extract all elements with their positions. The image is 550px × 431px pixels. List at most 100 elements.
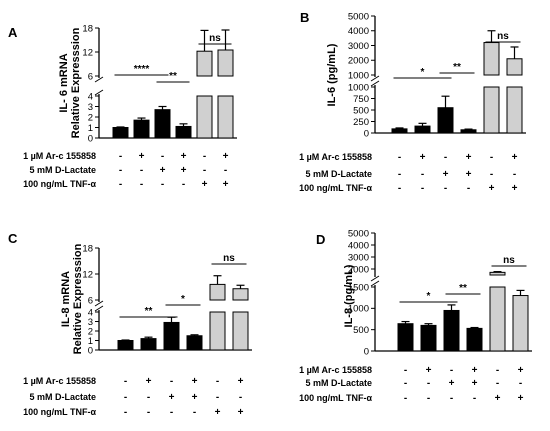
y-tick-label: 1 xyxy=(88,123,93,134)
y-tick-label: 4000 xyxy=(348,26,369,37)
y-tick-label: 6 xyxy=(88,295,93,306)
condition-sign: + xyxy=(512,152,518,163)
condition-label: 100 ng/mL TNF-α xyxy=(299,183,372,193)
panel-letter: B xyxy=(300,10,309,25)
bar-upper-segment xyxy=(232,288,249,301)
bar xyxy=(140,338,157,351)
y-tick-label: 0 xyxy=(88,133,93,144)
condition-sign: - xyxy=(444,152,447,163)
significance-label: ** xyxy=(169,71,177,82)
bar xyxy=(443,309,460,352)
y-tick-label: 0 xyxy=(88,345,93,356)
panel-b: BIL-6 (pg/mL)025050075010001000200030004… xyxy=(299,10,526,194)
significance-label: ns xyxy=(209,33,221,44)
condition-sign: - xyxy=(124,376,127,387)
condition-sign: + xyxy=(443,169,449,180)
y-tick-label: 500 xyxy=(353,325,369,336)
y-tick-label: 12 xyxy=(82,269,93,280)
axis-break-mark xyxy=(94,89,104,96)
condition-label: 100 ng/mL TNF-α xyxy=(299,393,372,403)
y-tick-label: 0 xyxy=(364,346,369,357)
condition-sign: + xyxy=(146,376,152,387)
condition-label: 100 ng/mL TNF-α xyxy=(23,407,96,417)
axis-break-mark xyxy=(370,275,380,282)
condition-label: 5 mM D-Lactate xyxy=(29,165,96,175)
y-axis-title-line: IL-8 (pg/mL) xyxy=(343,264,355,327)
bar-lower-segment xyxy=(232,311,249,351)
condition-sign: + xyxy=(466,152,472,163)
condition-sign: - xyxy=(124,392,127,403)
condition-label: 1 µM Ar-c 155858 xyxy=(23,151,96,161)
bar xyxy=(186,335,203,351)
condition-sign: - xyxy=(427,393,430,404)
bar xyxy=(420,324,437,352)
condition-sign: + xyxy=(495,393,501,404)
axis-break-mark xyxy=(370,80,380,87)
panel-c: CIL-8 mRNARelative Expresssion 0123461218… xyxy=(8,231,252,418)
y-tick-label: 5000 xyxy=(348,11,369,22)
condition-sign: - xyxy=(203,165,206,176)
condition-sign: - xyxy=(404,393,407,404)
bar xyxy=(512,295,529,352)
significance-label: ** xyxy=(459,283,467,294)
y-tick-label: 1000 xyxy=(348,70,369,81)
y-tick-label: 4 xyxy=(88,307,93,318)
condition-sign: - xyxy=(398,183,401,194)
bar xyxy=(466,327,483,352)
condition-sign: - xyxy=(398,169,401,180)
bar-lower-segment xyxy=(489,286,506,352)
condition-label: 5 mM D-Lactate xyxy=(305,378,372,388)
condition-sign: - xyxy=(519,378,522,389)
y-tick-label: 1500 xyxy=(348,282,369,293)
condition-sign: - xyxy=(182,179,185,190)
condition-label: 1 µM Ar-c 155858 xyxy=(299,365,372,375)
panel-d: D IL-8 (pg/mL) 0 500 1000 1500 200030004000500… xyxy=(299,228,532,404)
bar-upper-segment xyxy=(506,58,523,76)
significance-label: * xyxy=(421,67,425,78)
y-axis-title-line: IL-8 mRNA xyxy=(60,271,72,327)
bar-upper-segment xyxy=(483,42,500,76)
y-axis-title-line: IL- 6 mRNA xyxy=(58,53,70,112)
condition-sign: + xyxy=(238,376,244,387)
condition-label: 1 µM Ar-c 155858 xyxy=(299,152,372,162)
axis-break-mark xyxy=(370,75,380,82)
panel-a: AIL- 6 mRNARelative Expresssion012346121… xyxy=(8,23,237,190)
y-axis-title: IL-8 (pg/mL) xyxy=(343,264,355,327)
bar xyxy=(391,128,408,134)
condition-sign: - xyxy=(193,407,196,418)
condition-sign: + xyxy=(449,378,455,389)
condition-sign: - xyxy=(398,152,401,163)
panel-letter: A xyxy=(8,25,18,40)
y-tick-label: 500 xyxy=(353,105,369,116)
condition-sign: + xyxy=(489,183,495,194)
condition-sign: + xyxy=(181,165,187,176)
y-tick-label: 3000 xyxy=(348,252,369,263)
condition-sign: + xyxy=(426,365,432,376)
y-tick-label: 5000 xyxy=(348,228,369,239)
y-tick-label: 250 xyxy=(353,117,369,128)
condition-label: 5 mM D-Lactate xyxy=(305,169,372,179)
condition-sign: + xyxy=(466,169,472,180)
bar-lower-segment xyxy=(196,95,213,139)
axis-break-mark xyxy=(94,76,104,83)
y-axis-title-line: IL-6 (pg/mL) xyxy=(326,43,338,106)
condition-sign: - xyxy=(421,169,424,180)
condition-sign: + xyxy=(472,378,478,389)
bar-upper-segment xyxy=(217,49,234,77)
condition-sign: + xyxy=(518,365,524,376)
bar-lower-segment xyxy=(217,95,234,139)
bar xyxy=(175,125,192,139)
axis-break-mark xyxy=(94,305,104,312)
condition-sign: + xyxy=(215,407,221,418)
condition-sign: - xyxy=(490,169,493,180)
condition-sign: + xyxy=(192,392,198,403)
condition-sign: - xyxy=(450,393,453,404)
condition-sign: - xyxy=(496,378,499,389)
y-tick-label: 2 xyxy=(88,112,93,123)
condition-sign: + xyxy=(181,151,187,162)
condition-sign: - xyxy=(216,376,219,387)
condition-label: 5 mM D-Lactate xyxy=(29,392,96,402)
condition-sign: - xyxy=(203,151,206,162)
condition-label: 100 ng/mL TNF-α xyxy=(23,179,96,189)
